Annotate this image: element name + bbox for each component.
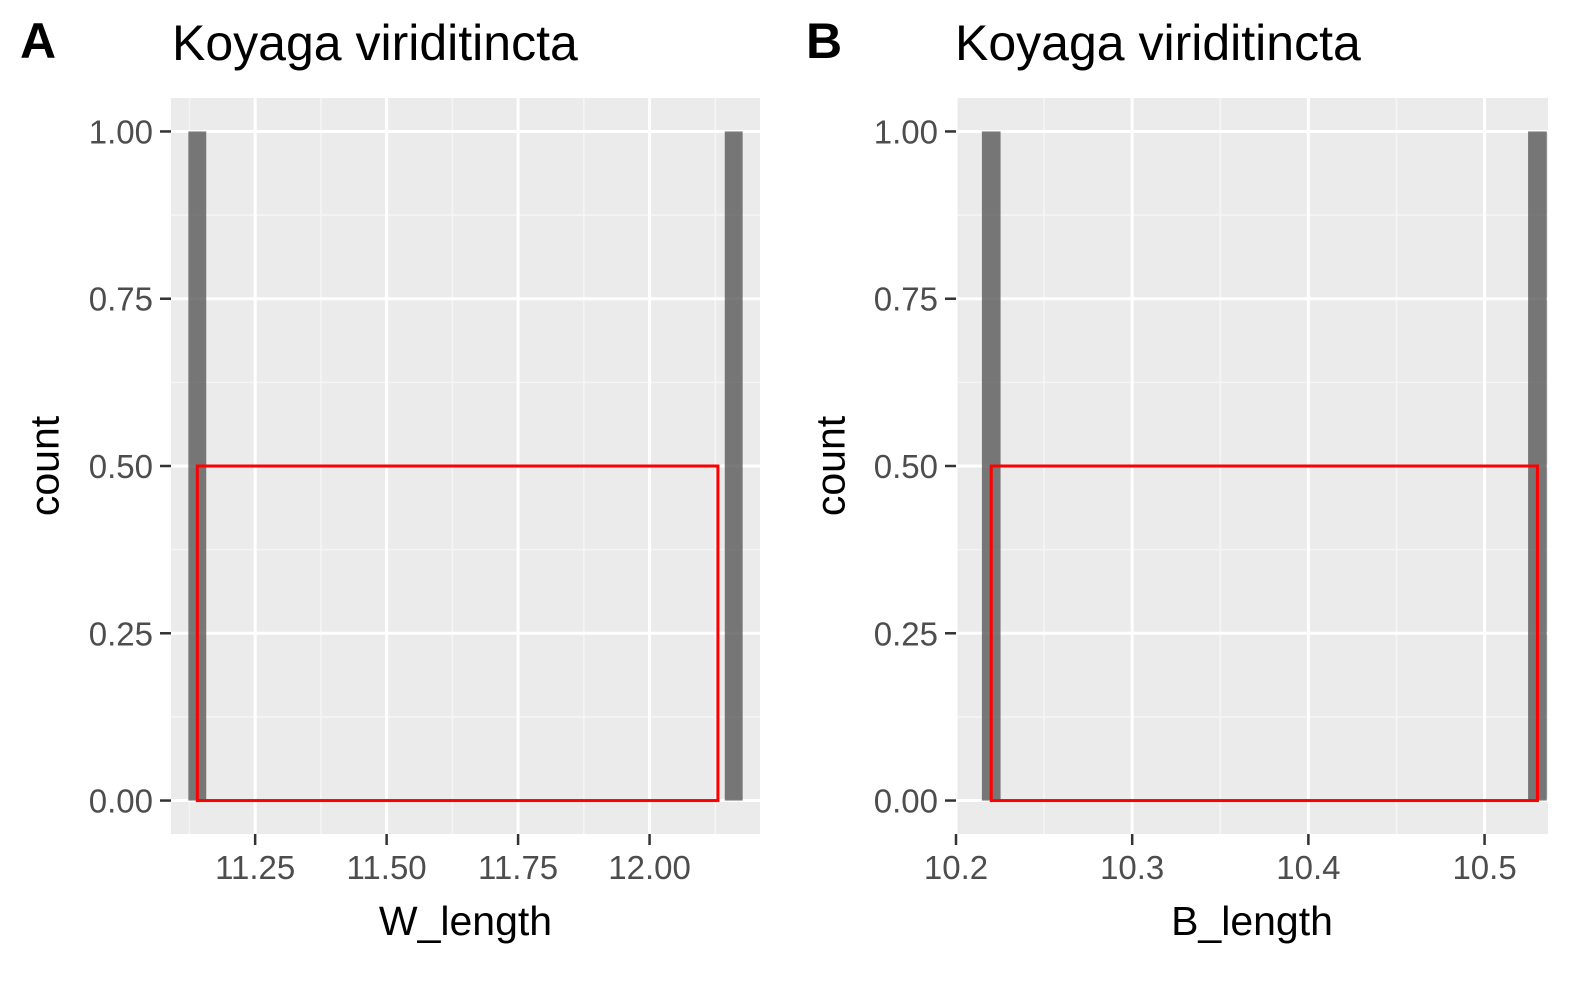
y-tick-label: 0.00 bbox=[89, 783, 153, 820]
highlight-rectangle bbox=[989, 464, 1539, 803]
y-tick-label: 1.00 bbox=[874, 113, 938, 150]
y-tick-label: 0.75 bbox=[874, 281, 938, 318]
chart-panel-a: A Koyaga viriditincta 0.00 0.25 0.50 0.75 1.… bbox=[0, 0, 790, 984]
y-tick-label: 1.00 bbox=[89, 113, 153, 150]
x-tick-label: 11.75 bbox=[478, 849, 558, 886]
y-tick-label: 0.50 bbox=[89, 448, 153, 485]
y-tick-label: 0.25 bbox=[874, 615, 938, 652]
histogram-bar bbox=[724, 131, 743, 801]
y-tick-label: 0.50 bbox=[874, 448, 938, 485]
y-tick-label: 0.75 bbox=[89, 281, 153, 318]
highlight-rectangle bbox=[195, 464, 720, 803]
y-axis-title: count bbox=[21, 415, 67, 516]
x-tick-label: 10.3 bbox=[1100, 849, 1164, 886]
panel-tag: B bbox=[806, 13, 843, 69]
x-tick-label: 12.00 bbox=[608, 849, 691, 886]
plot-area: 0.00 0.25 0.50 0.75 1.00 10.2 10.3 10.4 10.5 B_le… bbox=[807, 98, 1548, 944]
x-tick-label: 11.50 bbox=[347, 849, 427, 886]
x-tick-label: 11.25 bbox=[215, 849, 295, 886]
x-tick-label: 10.5 bbox=[1452, 849, 1516, 886]
chart-title: Koyaga viriditincta bbox=[955, 15, 1361, 71]
plot-area: 0.00 0.25 0.50 0.75 1.00 11.25 11.50 11.75 12.00… bbox=[21, 98, 760, 944]
y-tick-label: 0.00 bbox=[874, 783, 938, 820]
x-axis-title: B_length bbox=[1171, 898, 1333, 944]
x-tick-label: 10.4 bbox=[1276, 849, 1340, 886]
y-axis-title: count bbox=[807, 415, 853, 516]
panel-tag: A bbox=[20, 13, 57, 69]
x-tick-label: 10.2 bbox=[924, 849, 988, 886]
chart-title: Koyaga viriditincta bbox=[172, 15, 578, 71]
x-axis-title: W_length bbox=[379, 898, 552, 944]
chart-panel-b: B Koyaga viriditincta 0.00 0.25 0.50 0.75 1.… bbox=[788, 0, 1578, 984]
y-tick-label: 0.25 bbox=[89, 615, 153, 652]
